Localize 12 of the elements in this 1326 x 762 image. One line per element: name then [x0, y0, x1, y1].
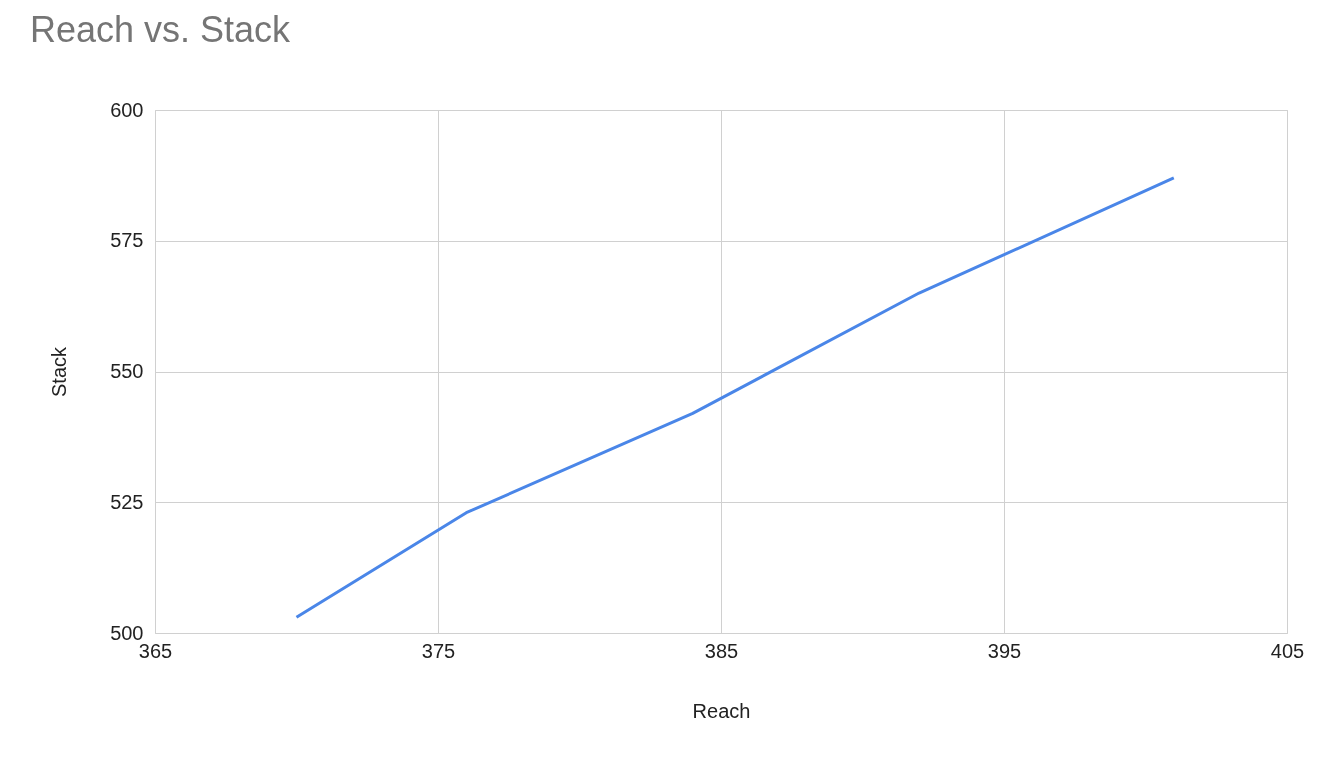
- x-tick-label: 375: [421, 639, 456, 662]
- x-tick-label: 405: [1270, 639, 1305, 662]
- x-axis-title: Reach: [692, 699, 751, 722]
- x-tick-label: 385: [704, 639, 739, 662]
- y-tick-label: 575: [110, 229, 144, 252]
- y-tick-label: 550: [110, 360, 144, 382]
- y-tick-label: 600: [110, 98, 144, 121]
- chart-title: Reach vs. Stack: [30, 9, 292, 50]
- line-series: [295, 176, 1176, 619]
- y-axis-title: Stack: [48, 346, 71, 398]
- y-tick-label: 525: [110, 490, 144, 513]
- x-tick-label: 395: [987, 639, 1022, 662]
